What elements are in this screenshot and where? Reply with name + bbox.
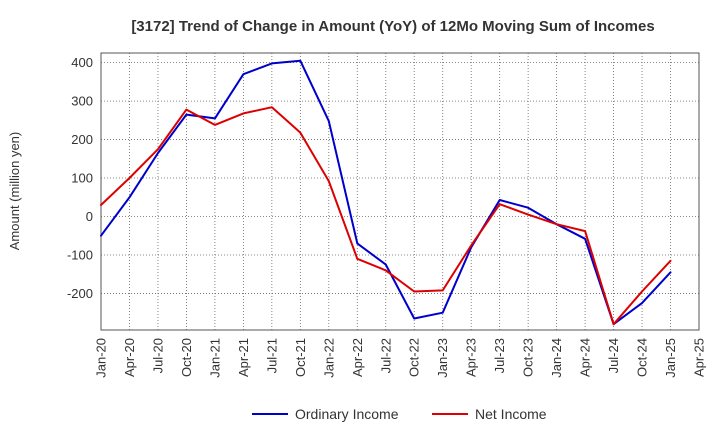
x-tick-label: Jan-23 xyxy=(435,338,450,378)
plot-frame xyxy=(100,52,700,331)
x-tick-label: Jul-20 xyxy=(150,338,165,373)
y-tick-label: 200 xyxy=(71,132,93,147)
y-axis-label: Amount (million yen) xyxy=(7,132,22,251)
x-tick-label: Jan-25 xyxy=(663,338,678,378)
x-tick-label: Apr-20 xyxy=(122,338,137,377)
x-tick-label: Jan-24 xyxy=(549,338,564,378)
plot-area: -200 -100 0 100 200 300 400 Jan-20 Apr-20 Jul-20 O… xyxy=(67,52,707,378)
x-tick-label: Jan-22 xyxy=(321,338,336,378)
x-tick-label: Jul-22 xyxy=(378,338,393,373)
x-tick-label: Oct-20 xyxy=(179,338,194,377)
net-income-legend-label: Net Income xyxy=(475,406,547,422)
x-tick-label: Oct-22 xyxy=(407,338,422,377)
ordinary-income-legend-label: Ordinary Income xyxy=(295,406,399,422)
legend: Ordinary Income Net Income xyxy=(252,406,547,422)
ordinary-income-line xyxy=(100,59,672,326)
x-tick-label: Jan-21 xyxy=(207,338,222,378)
chart-title: [3172] Trend of Change in Amount (YoY) o… xyxy=(131,18,654,35)
x-tick-label: Apr-22 xyxy=(350,338,365,377)
y-tick-label: -200 xyxy=(67,286,93,301)
y-tick-label: 0 xyxy=(86,209,93,224)
y-tick-label: -100 xyxy=(67,247,93,262)
x-tick-label: Jan-20 xyxy=(94,338,109,378)
net-income-line xyxy=(100,106,672,326)
y-tick-label: 300 xyxy=(71,94,93,109)
x-tick-label: Oct-23 xyxy=(521,338,536,377)
x-tick-label: Oct-21 xyxy=(293,338,308,377)
x-tick-label: Jul-23 xyxy=(492,338,507,373)
x-tick-label: Oct-24 xyxy=(635,338,650,377)
x-tick-label: Apr-25 xyxy=(692,338,707,377)
y-tick-label: 100 xyxy=(71,171,93,186)
y-tick-label: 400 xyxy=(71,55,93,70)
x-tick-label: Apr-21 xyxy=(236,338,251,377)
x-tick-label: Jul-21 xyxy=(264,338,279,373)
x-tick-label: Jul-24 xyxy=(606,338,621,373)
x-tick-label: Apr-23 xyxy=(464,338,479,377)
x-tick-label: Apr-24 xyxy=(578,338,593,377)
